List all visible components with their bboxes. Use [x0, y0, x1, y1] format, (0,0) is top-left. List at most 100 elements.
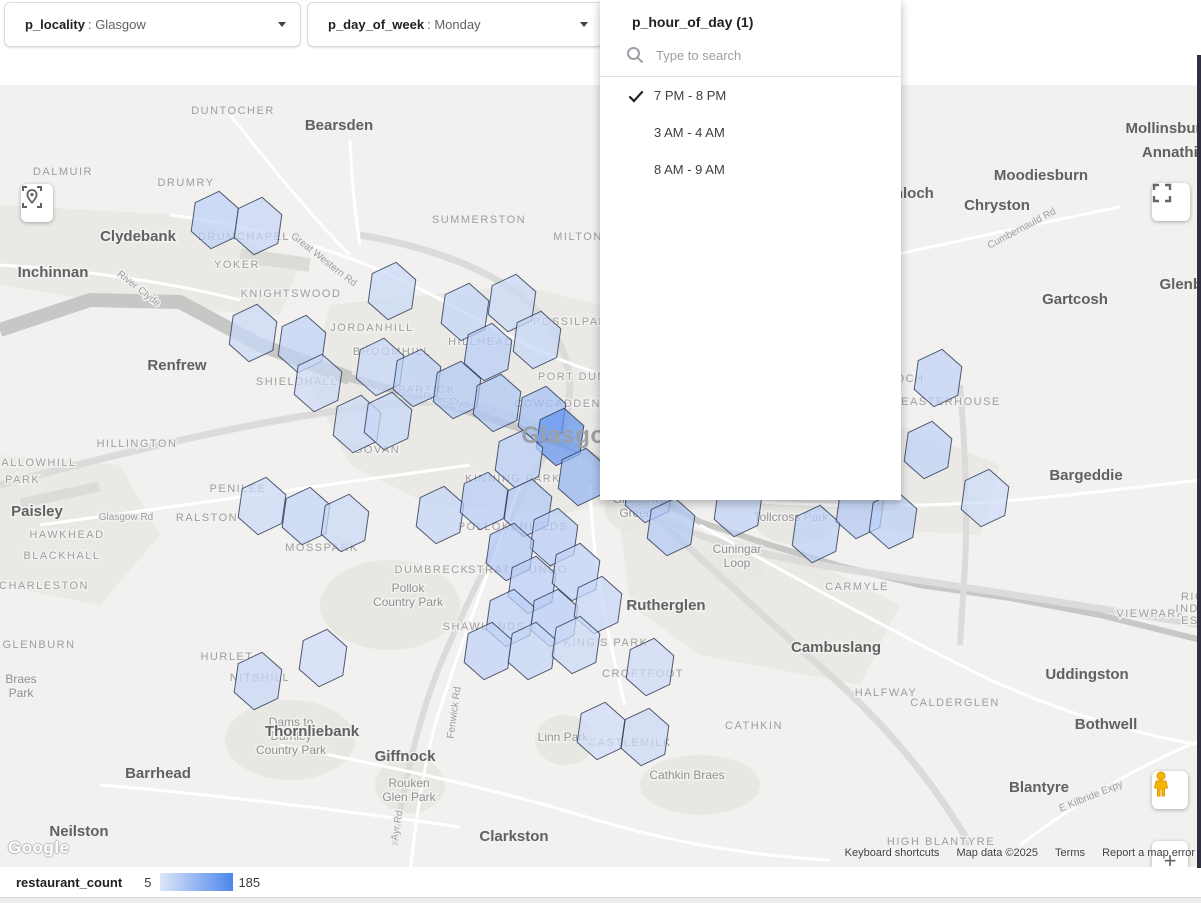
hexbin-cell[interactable]	[511, 308, 563, 372]
hexbin-cell[interactable]	[366, 259, 418, 323]
city-label: Thornliebank	[265, 723, 360, 740]
keyboard-shortcuts-link[interactable]: Keyboard shortcuts	[844, 847, 940, 859]
district-label: GALLOWHILL	[0, 457, 77, 469]
filter-chip-locality[interactable]: p_locality : Glasgow	[4, 2, 301, 47]
hexbin-cell[interactable]	[458, 469, 510, 533]
district-label: HIGH BLANTYRE	[887, 836, 995, 848]
pan-to-location-button[interactable]	[21, 184, 53, 222]
district-label: HALFWAY	[855, 687, 917, 699]
legend-field-name: restaurant_count	[16, 874, 123, 890]
city-label: Neilston	[49, 823, 108, 840]
city-label: Barrhead	[125, 765, 191, 782]
district-label: DUNTOCHER	[191, 105, 275, 117]
terms-link[interactable]: Terms	[1055, 847, 1085, 859]
legend-bar: restaurant_count 5 185	[0, 867, 1201, 897]
hexbin-cell[interactable]	[431, 358, 483, 422]
city-label: Blantyre	[1009, 779, 1069, 796]
hexbin-cell[interactable]	[534, 405, 586, 469]
district-label: SUMMERSTON	[432, 214, 526, 226]
hexbin-cell[interactable]	[959, 466, 1011, 530]
dropdown-option[interactable]: 8 AM - 9 AM	[600, 151, 901, 188]
legend-gradient-bar	[160, 873, 234, 891]
hexbin-cell[interactable]	[354, 335, 406, 399]
dropdown-option[interactable]: 3 AM - 4 AM	[600, 114, 901, 151]
check-icon	[628, 90, 644, 103]
hexbin-cell[interactable]	[232, 194, 284, 258]
hexbin-cell[interactable]	[486, 271, 538, 335]
filter-value: : Monday	[427, 17, 481, 32]
city-label: Gartcosh	[1042, 291, 1108, 308]
hexbin-cell[interactable]	[867, 488, 919, 552]
district-label: KNIGHTSWOOD	[241, 288, 342, 300]
city-label: Rutherglen	[626, 597, 705, 614]
district-label: MILTON	[553, 231, 603, 243]
hexbin-cell[interactable]	[619, 705, 671, 769]
city-label: Giffnock	[375, 748, 436, 765]
city-label: Moodiesburn	[994, 167, 1088, 184]
city-label: Clydebank	[100, 228, 177, 245]
district-label: VIEWPARK	[1116, 608, 1185, 620]
area-label: Cuningar Loop	[713, 542, 762, 570]
filter-name: p_day_of_week	[328, 17, 425, 32]
map-attribution: Keyboard shortcuts Map data ©2025 Terms …	[831, 847, 1195, 859]
district-label: CHARLESTON	[0, 580, 89, 592]
bottom-strip	[0, 897, 1201, 903]
search-input[interactable]	[654, 46, 858, 64]
area-label: Dams to Darnley Country Park	[256, 715, 327, 757]
road-label: Glasgow Rd	[99, 512, 153, 523]
vertical-scrollbar[interactable]	[1197, 55, 1201, 868]
option-label: 7 PM - 8 PM	[654, 88, 727, 103]
google-logo: Google	[8, 838, 70, 857]
city-label: Paisley	[11, 503, 63, 520]
hexbin-cell[interactable]	[471, 371, 523, 435]
city-label: Chryston	[964, 197, 1030, 214]
hexbin-cell[interactable]	[439, 280, 491, 344]
hexbin-cell[interactable]	[624, 635, 676, 699]
dropdown-option[interactable]: 7 PM - 8 PM	[600, 77, 901, 114]
hexbin-cell[interactable]	[645, 495, 697, 559]
hexbin-cell[interactable]	[319, 491, 371, 555]
district-label: CATHKIN	[725, 720, 783, 732]
city-label: Mollinsburn	[1126, 120, 1201, 137]
hexbin-cell[interactable]	[912, 346, 964, 410]
dropdown-options: 7 PM - 8 PM 3 AM - 4 AM 8 AM - 9 AM	[600, 77, 901, 188]
chevron-down-icon	[278, 22, 286, 27]
pegman-street-view-button[interactable]	[1152, 771, 1188, 809]
pegman-icon	[1153, 771, 1169, 797]
option-label: 3 AM - 4 AM	[654, 125, 725, 140]
search-icon	[627, 47, 644, 64]
hexbin-cell[interactable]	[232, 649, 284, 713]
district-label: HILLINGTON	[97, 438, 178, 450]
report-map-error-link[interactable]: Report a map error	[1102, 847, 1195, 859]
district-label: DRUMRY	[157, 177, 214, 189]
zoom-in-button[interactable]: +	[1163, 848, 1177, 867]
hexbin-cell[interactable]	[391, 346, 443, 410]
hexbin-cell[interactable]	[292, 351, 344, 415]
hexbin-cell[interactable]	[902, 418, 954, 482]
hexbin-cell[interactable]	[362, 389, 414, 453]
hexbin-cell[interactable]	[297, 626, 349, 690]
district-label: RIG	[1181, 591, 1201, 603]
hexbin-cell[interactable]	[550, 613, 602, 677]
district-label: E PARK	[0, 474, 40, 486]
hexbin-layer	[190, 190, 1011, 769]
filter-chip-day-of-week[interactable]: p_day_of_week : Monday	[307, 2, 603, 47]
city-label: Annathill	[1142, 144, 1201, 161]
city-label: Bearsden	[305, 117, 373, 134]
area-label: Rouken Glen Park	[382, 776, 436, 804]
location-crosshair-icon	[22, 186, 42, 208]
city-label: Bargeddie	[1049, 467, 1122, 484]
district-label: ES	[1181, 615, 1199, 627]
hexbin-cell[interactable]	[236, 474, 288, 538]
hexbin-cell[interactable]	[227, 301, 279, 365]
city-label: Glenboig	[1160, 276, 1201, 293]
legend-min-value: 5	[144, 874, 152, 890]
fullscreen-button[interactable]	[1152, 183, 1190, 221]
area-label: Cathkin Braes	[649, 768, 724, 782]
area-label: Pollok Country Park	[373, 581, 444, 609]
zoom-control: + −	[1152, 841, 1188, 867]
district-label: DALMUIR	[33, 166, 93, 178]
hexbin-cell[interactable]	[462, 320, 514, 384]
district-label: HAWKHEAD	[29, 529, 104, 541]
